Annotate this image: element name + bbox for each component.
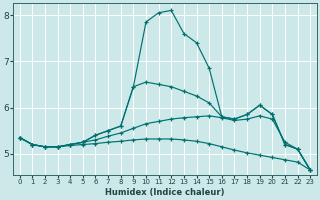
X-axis label: Humidex (Indice chaleur): Humidex (Indice chaleur) — [105, 188, 225, 197]
